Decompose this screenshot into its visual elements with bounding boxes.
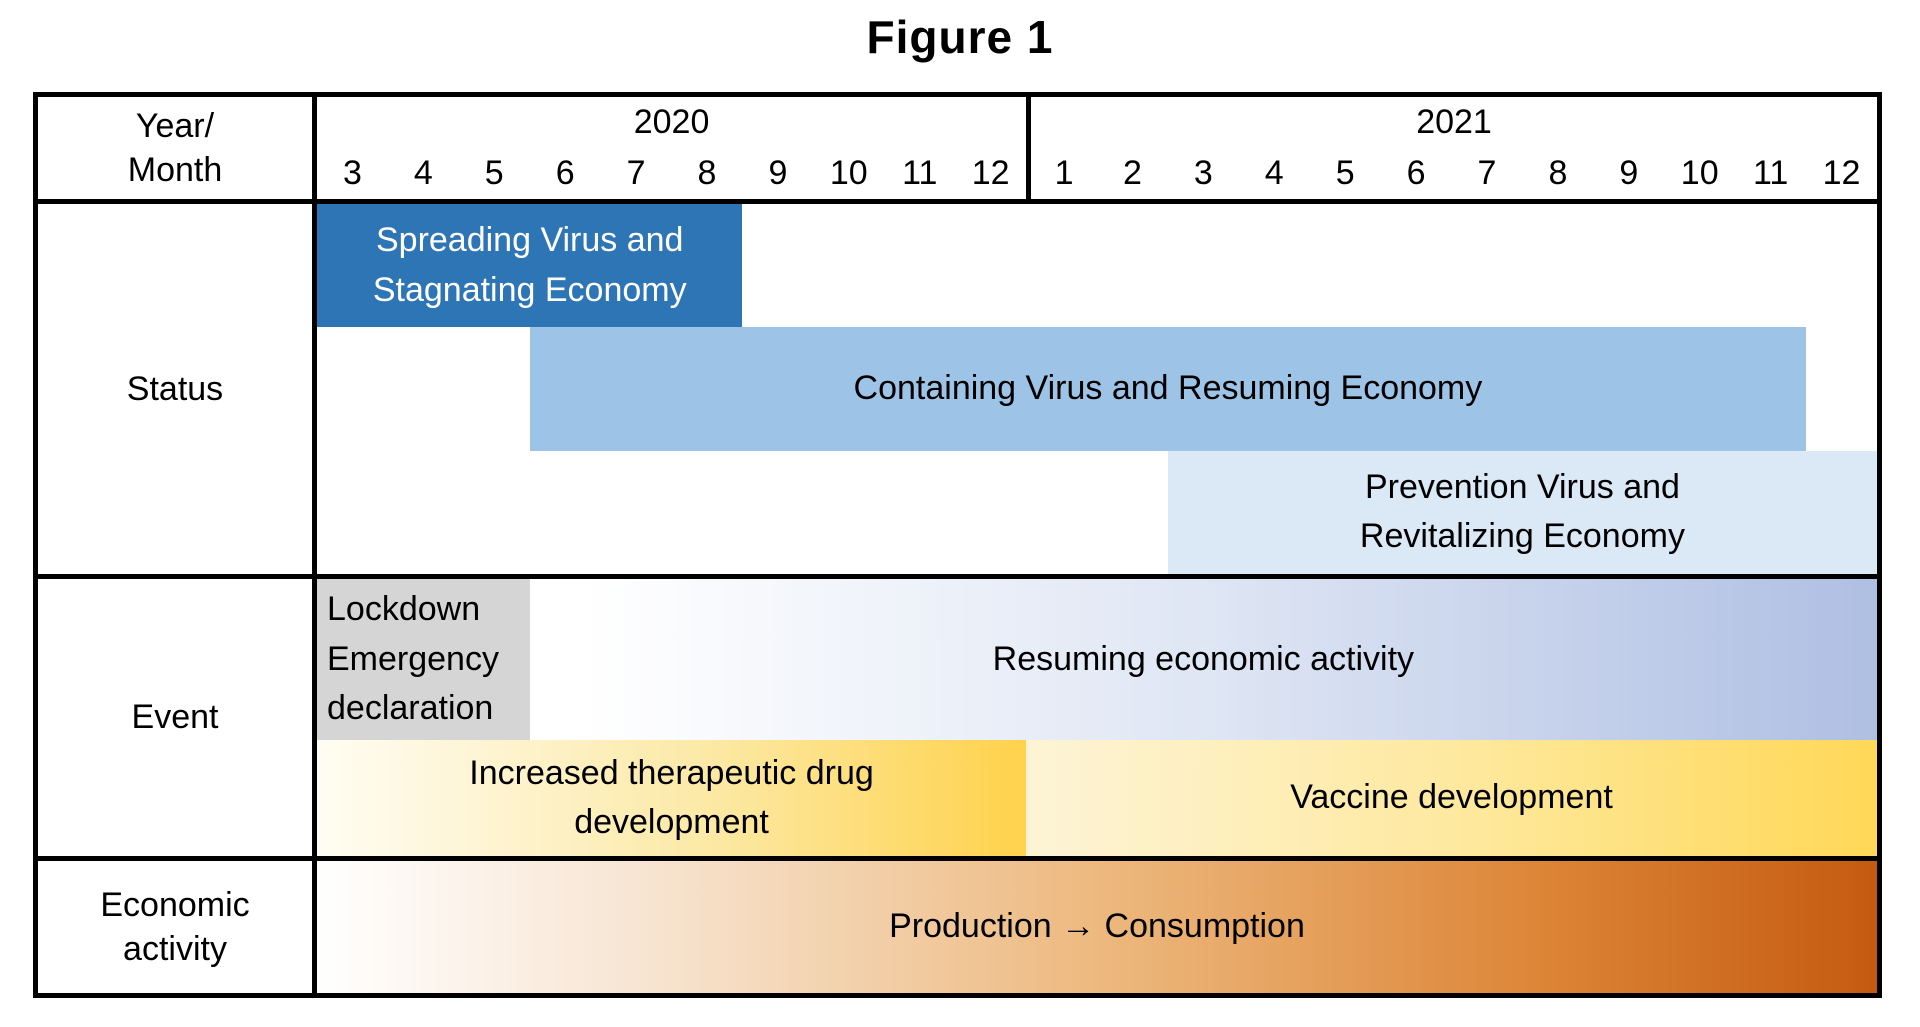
bar-text-line: Stagnating Economy: [372, 270, 687, 309]
event-lockdown: Lockdown Emergency declaration: [317, 579, 530, 740]
corner-year-label: Year/: [135, 106, 215, 145]
economic-label: Economic activity: [38, 861, 317, 993]
event-timeline: Lockdown Emergency declaration Resuming …: [317, 579, 1877, 856]
month-cell-2020-8: 8: [697, 154, 717, 192]
year-2021-label: 2021: [1026, 97, 1877, 148]
month-cell-2021-9: 9: [1619, 154, 1639, 192]
month-cell-2021-3: 3: [1193, 154, 1213, 192]
figure-title: Figure 1: [866, 11, 1054, 63]
bar-text-line: Increased therapeutic drug: [469, 753, 874, 792]
event-resuming-activity: Resuming economic activity: [529, 579, 1877, 740]
bar-text-line: Containing Virus and Resuming Economy: [853, 369, 1483, 408]
bar-text-line: Spreading Virus and: [375, 221, 684, 260]
month-cell-2020-5: 5: [484, 154, 504, 192]
economic-timeline: Production → Consumption: [317, 861, 1877, 993]
month-cell-2020-12: 12: [971, 154, 1010, 192]
status-label-text: Status: [126, 369, 224, 408]
corner-month-label: Month: [127, 151, 223, 189]
month-cell-2020-3: 3: [342, 154, 362, 192]
bar-text-line: Vaccine development: [1290, 778, 1613, 817]
month-cell-2021-8: 8: [1548, 154, 1568, 192]
month-cell-2021-1: 1: [1026, 148, 1097, 199]
month-cell-2021-10: 10: [1680, 154, 1719, 192]
bar-text-line: Prevention Virus and: [1364, 468, 1680, 507]
status-label: Status: [38, 204, 317, 574]
bar-text-line: Resuming economic activity: [992, 639, 1415, 678]
event-drug-development: Increased therapeutic drug development: [317, 739, 1027, 856]
month-cell-2020-10: 10: [829, 154, 868, 192]
year-2020-label: 2020: [633, 103, 710, 141]
month-cell-2021-12: 12: [1822, 154, 1861, 192]
month-cell-2020-9: 9: [768, 154, 788, 192]
bar-prevention-virus: Prevention Virus and Revitalizing Econom…: [1167, 450, 1877, 574]
bar-production-consumption: Production → Consumption: [317, 861, 1877, 993]
bar-text-line: Revitalizing Economy: [1359, 517, 1685, 556]
bar-spreading-virus: Spreading Virus and Stagnating Economy: [317, 204, 743, 328]
bar-text-line: Production → Consumption: [889, 907, 1305, 946]
month-cell-2020-4: 4: [413, 154, 433, 192]
bar-text-line: declaration: [327, 688, 494, 727]
month-cell-2021-11: 11: [1752, 154, 1789, 192]
bar-text-line: development: [574, 802, 769, 841]
bar-text-line: Emergency: [327, 639, 499, 678]
header-timeline: 2020 2021 3 4 5 6 7 8 9 10 11 12 1 2 3 4…: [317, 97, 1877, 199]
month-cell-2021-7: 7: [1477, 154, 1497, 192]
event-vaccine-development: Vaccine development: [1026, 739, 1877, 856]
economic-row: Economic activity Production → Consumpti…: [38, 861, 1877, 993]
event-label-text: Event: [131, 698, 219, 737]
header-row: Year/ Month 2020 2021 3 4 5 6 7 8 9 10 1…: [38, 97, 1877, 204]
timeline-table: Year/ Month 2020 2021 3 4 5 6 7 8 9 10 1…: [33, 92, 1882, 998]
month-cell-2020-6: 6: [555, 154, 575, 192]
month-cell-2021-4: 4: [1264, 154, 1284, 192]
bar-text-line: Lockdown: [327, 590, 481, 629]
month-cell-2021-5: 5: [1335, 154, 1355, 192]
event-label: Event: [38, 579, 317, 856]
event-row: Event Lockdown Emergency declaration Res…: [38, 579, 1877, 861]
status-timeline: Spreading Virus and Stagnating Economy C…: [317, 204, 1877, 574]
month-cell-2021-2: 2: [1122, 154, 1142, 192]
economic-label-line: activity: [123, 930, 227, 968]
month-cell-2020-11: 11: [902, 154, 938, 192]
corner-cell: Year/ Month: [38, 97, 317, 199]
month-cell-2020-7: 7: [626, 154, 646, 192]
month-cell-2021-6: 6: [1406, 154, 1426, 192]
status-row: Status Spreading Virus and Stagnating Ec…: [38, 204, 1877, 579]
economic-label-line: Economic: [100, 885, 250, 924]
bar-containing-virus: Containing Virus and Resuming Economy: [529, 327, 1807, 451]
